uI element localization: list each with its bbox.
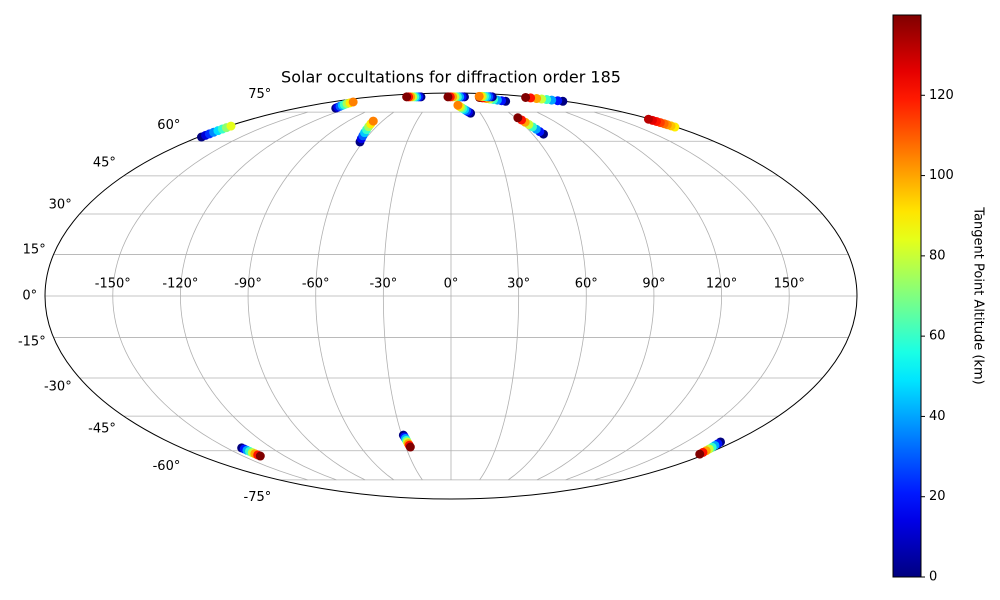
x-tick-label: 60°: [575, 277, 598, 292]
occultation-point: [443, 92, 453, 102]
occultation-point: [226, 121, 236, 131]
y-tick-label: -45°: [88, 421, 116, 436]
y-tick-label: 0°: [22, 289, 37, 304]
occultation-point: [405, 442, 415, 452]
occultation-point: [474, 91, 484, 101]
chart-title: Solar occultations for diffraction order…: [281, 68, 621, 87]
occultation-point: [402, 92, 412, 102]
labels: -150° -120° -90° -60° -30° 0° 30° 60° 90° 120° 150…: [18, 87, 805, 505]
y-tick-label: -60°: [153, 459, 181, 474]
colorbar: [892, 14, 922, 578]
x-tick-label: 30°: [507, 277, 530, 292]
occultation-point: [368, 116, 378, 126]
x-tick-label: -150°: [95, 277, 131, 292]
points: [197, 91, 726, 461]
colorbar-tick-label: 20: [929, 489, 946, 504]
y-tick-label: -75°: [244, 490, 272, 505]
y-tick-label: 30°: [49, 198, 72, 213]
y-tick-label: 45°: [93, 156, 116, 171]
colorbar-tick-label: 40: [929, 409, 946, 424]
x-tick-label: -90°: [234, 277, 262, 292]
colorbar-tick-label: 120: [929, 88, 954, 103]
occultation-point: [643, 114, 653, 124]
y-tick-label: -30°: [44, 379, 72, 394]
colorbar-label: Tangent Point Altitude (km): [971, 206, 986, 384]
occultation-point: [348, 97, 358, 107]
x-tick-label: 150°: [774, 277, 805, 292]
x-tick-label: 90°: [642, 277, 665, 292]
occultation-point: [453, 100, 463, 110]
y-tick-label: 75°: [248, 87, 271, 102]
x-tick-label: -30°: [369, 277, 397, 292]
y-tick-label: -15°: [18, 335, 46, 350]
x-tick-label: 120°: [706, 277, 737, 292]
x-tick-label: -120°: [162, 277, 198, 292]
graticule: [45, 111, 857, 481]
occultation-point: [695, 449, 705, 459]
colorbar-tick-label: 100: [929, 168, 954, 183]
occultation-point: [255, 451, 265, 461]
y-tick-label: 60°: [157, 118, 180, 133]
colorbar-tick-label: 0: [929, 570, 937, 585]
colorbar-tick-label: 60: [929, 329, 946, 344]
x-tick-label: -60°: [302, 277, 330, 292]
occultation-point: [521, 92, 531, 102]
occultation-point: [513, 113, 523, 123]
x-tick-label: 0°: [444, 277, 459, 292]
y-tick-label: 15°: [23, 242, 46, 257]
colorbar-tick-label: 80: [929, 248, 946, 263]
